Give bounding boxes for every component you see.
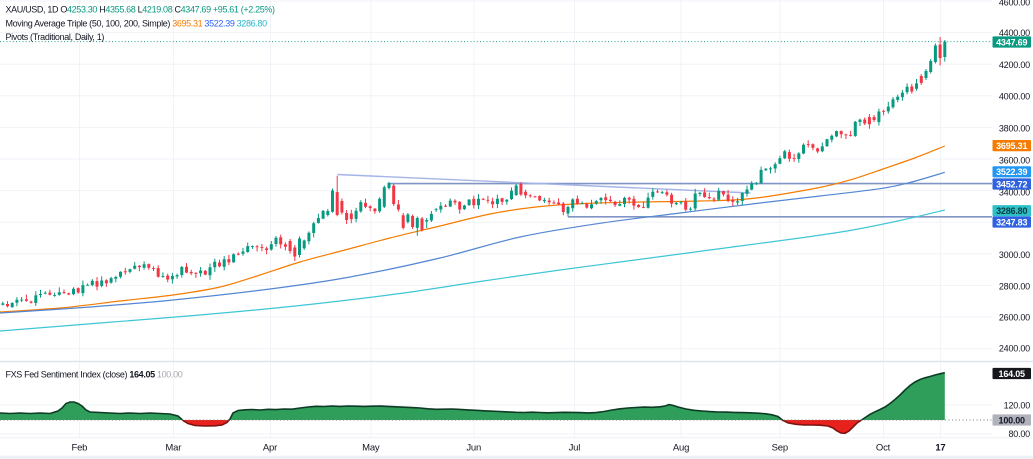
svg-text:Aug: Aug xyxy=(673,443,689,454)
svg-text:Mar: Mar xyxy=(165,443,181,454)
svg-text:Oct: Oct xyxy=(876,443,891,454)
svg-text:Pivots (Traditional, Daily, 1): Pivots (Traditional, Daily, 1) xyxy=(6,32,105,42)
svg-text:3247.83: 3247.83 xyxy=(996,217,1027,227)
svg-text:80.00: 80.00 xyxy=(1008,429,1030,439)
svg-text:4600.00: 4600.00 xyxy=(999,0,1030,8)
svg-text:May: May xyxy=(362,443,380,454)
svg-text:3522.39: 3522.39 xyxy=(996,167,1027,177)
svg-text:Apr: Apr xyxy=(263,443,277,454)
svg-text:3800.00: 3800.00 xyxy=(999,124,1030,134)
svg-text:100.00: 100.00 xyxy=(999,415,1026,425)
svg-text:4000.00: 4000.00 xyxy=(999,92,1030,102)
svg-text:2400.00: 2400.00 xyxy=(999,344,1030,354)
svg-text:Moving Average Triple (50, 100: Moving Average Triple (50, 100, 200, Sim… xyxy=(6,18,268,28)
svg-text:2800.00: 2800.00 xyxy=(999,282,1030,292)
svg-text:FXS Fed Sentiment Index (close: FXS Fed Sentiment Index (close) 164.05 1… xyxy=(6,369,183,379)
svg-text:3400.00: 3400.00 xyxy=(999,188,1030,198)
svg-text:3695.31: 3695.31 xyxy=(996,141,1027,151)
svg-text:4400.00: 4400.00 xyxy=(999,28,1030,38)
svg-text:Jun: Jun xyxy=(466,443,481,454)
svg-text:XAU/USD, 1D O4253.30 H4355.68: XAU/USD, 1D O4253.30 H4355.68 L4219.08 C… xyxy=(6,5,276,15)
svg-text:3286.80: 3286.80 xyxy=(996,206,1027,216)
svg-text:2600.00: 2600.00 xyxy=(999,313,1030,323)
svg-text:3452.72: 3452.72 xyxy=(996,179,1027,189)
svg-text:Jul: Jul xyxy=(569,443,581,454)
svg-text:Sep: Sep xyxy=(772,443,788,454)
svg-text:4200.00: 4200.00 xyxy=(999,60,1030,70)
svg-text:4347.69: 4347.69 xyxy=(996,37,1027,47)
svg-text:Feb: Feb xyxy=(72,443,88,454)
svg-text:17: 17 xyxy=(935,443,945,454)
svg-text:164.05: 164.05 xyxy=(999,369,1026,379)
svg-text:120.00: 120.00 xyxy=(1004,401,1031,411)
svg-text:3000.00: 3000.00 xyxy=(999,250,1030,260)
svg-text:3600.00: 3600.00 xyxy=(999,156,1030,166)
